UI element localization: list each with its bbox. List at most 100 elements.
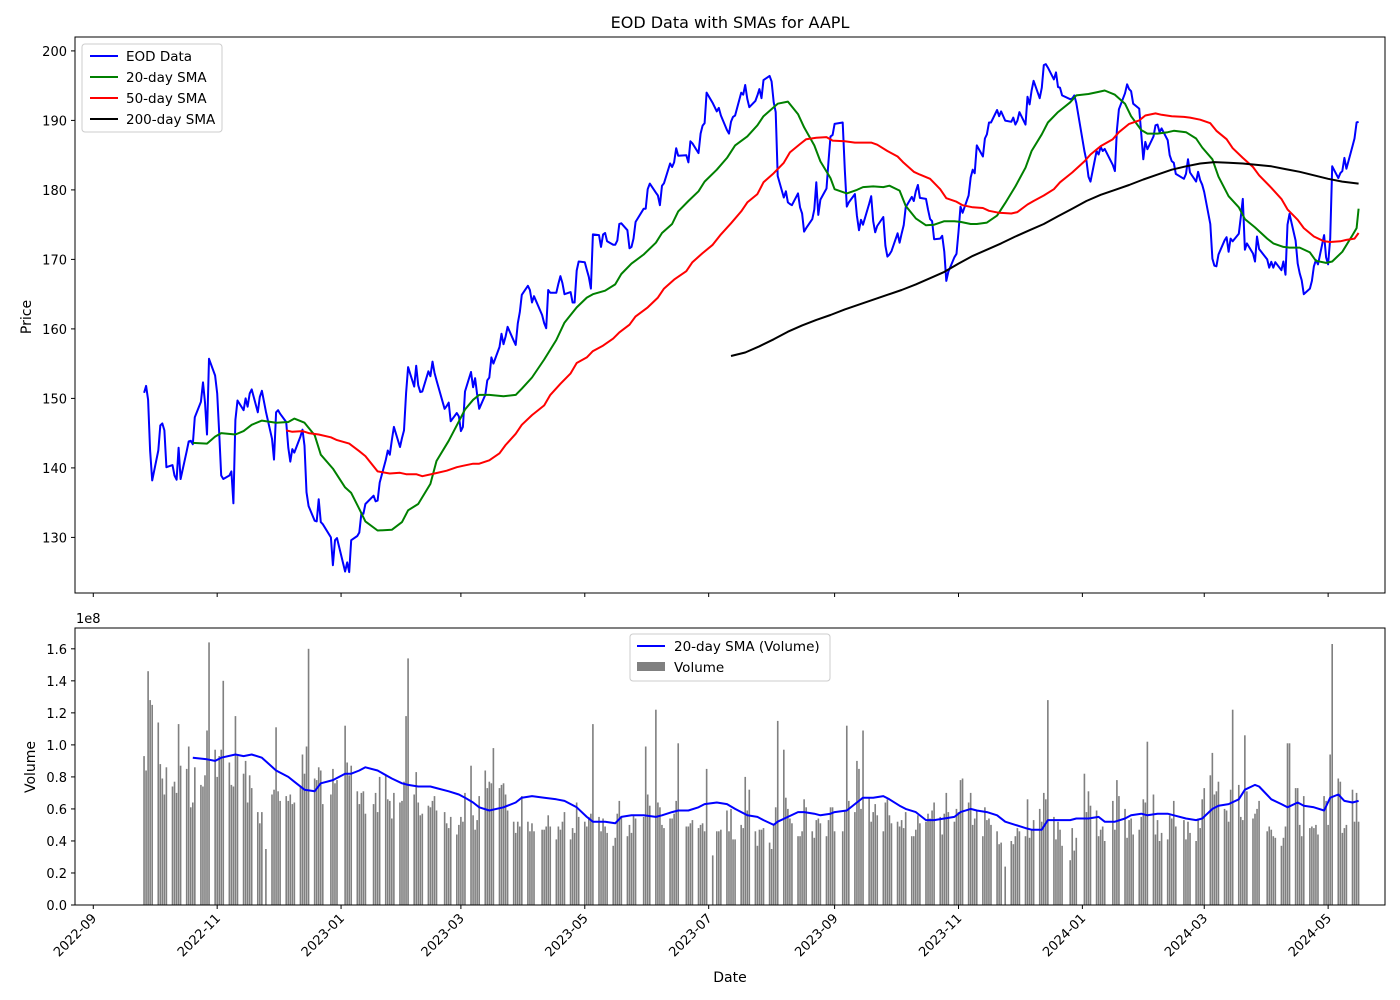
volume-bar <box>957 812 960 905</box>
volume-bar <box>421 813 424 905</box>
volume-bar <box>732 839 734 905</box>
volume-bar <box>1061 845 1063 905</box>
volume-bar <box>486 788 489 905</box>
volume-bar <box>671 818 673 905</box>
volume-bar <box>1337 778 1340 905</box>
volume-bar <box>163 794 166 905</box>
volume-bar <box>187 746 190 905</box>
volume-bar <box>293 802 296 905</box>
volume-bar <box>868 797 870 905</box>
volume-bar <box>185 768 188 905</box>
volume-bar <box>789 818 791 905</box>
volume-bar <box>756 845 759 905</box>
volume-bar <box>1229 789 1232 905</box>
legend-label-sma50: 50-day SMA <box>126 91 207 107</box>
volume-bar <box>598 816 600 905</box>
volume-bar <box>334 783 336 905</box>
volume-bar <box>228 762 231 905</box>
volume-bar <box>521 796 523 905</box>
volume-x-axis-label: Date <box>713 970 746 986</box>
volume-bar <box>1195 841 1197 905</box>
volume-bar <box>1024 836 1027 905</box>
volume-bar <box>1101 826 1104 905</box>
price-y-tick-label: 150 <box>42 392 67 407</box>
volume-bar <box>218 756 221 905</box>
volume-bar <box>841 831 844 905</box>
volume-bar <box>543 829 545 905</box>
volume-sma-line <box>192 753 1359 831</box>
volume-bar <box>1254 813 1256 905</box>
volume-bar <box>783 749 785 905</box>
volume-bar <box>1018 831 1021 905</box>
volume-bar <box>204 775 206 905</box>
volume-y-tick-label: 0.0 <box>46 899 67 914</box>
volume-bar <box>856 760 858 905</box>
volume-y-tick-label: 0.6 <box>46 803 67 818</box>
volume-bar <box>1069 860 1071 905</box>
volume-bar <box>817 818 820 905</box>
volume-bar <box>299 786 302 905</box>
volume-bar <box>941 834 944 905</box>
volume-bar <box>431 800 434 905</box>
volume-bar <box>1166 839 1169 905</box>
volume-bar <box>563 812 566 905</box>
volume-bar <box>490 783 493 905</box>
volume-bar <box>1313 828 1315 905</box>
volume-bar <box>1298 824 1301 905</box>
volume-bar <box>845 725 848 905</box>
volume-bar <box>1345 824 1348 905</box>
volume-bar <box>969 792 972 905</box>
volume-bar <box>768 842 771 905</box>
volume-bar <box>1026 799 1029 905</box>
volume-bar <box>959 780 962 905</box>
volume-bar <box>1223 808 1226 905</box>
volume-bar <box>1000 842 1002 905</box>
volume-bar <box>663 828 665 905</box>
volume-bar <box>813 837 816 905</box>
volume-bar <box>1099 829 1102 905</box>
volume-offset-text: 1e8 <box>76 612 101 627</box>
volume-bar <box>1203 788 1206 905</box>
volume-bar <box>271 794 273 905</box>
volume-bar <box>1215 791 1218 905</box>
volume-bar <box>577 816 580 905</box>
volume-bar <box>1351 789 1354 905</box>
volume-bar <box>161 778 164 905</box>
volume-bar <box>500 784 503 905</box>
volume-bar <box>1323 796 1325 905</box>
volume-bar <box>1217 781 1220 905</box>
volume-bar <box>872 812 874 905</box>
volume-bar <box>915 829 917 905</box>
volume-bar <box>248 775 251 905</box>
volume-bar <box>403 781 405 905</box>
volume-bar <box>492 748 495 905</box>
volume-bar <box>1095 810 1098 905</box>
volume-bar <box>401 800 403 905</box>
volume-bar <box>1032 820 1035 905</box>
volume-y-tick-label: 0.4 <box>46 835 67 850</box>
volume-bar <box>460 816 462 905</box>
volume-bar <box>173 781 176 905</box>
volume-bar <box>330 794 332 905</box>
volume-bar <box>900 820 903 905</box>
volume-bar <box>1124 808 1126 905</box>
volume-bar <box>677 743 680 905</box>
volume-bar <box>498 788 501 905</box>
series-line-200-day-sma <box>730 161 1359 357</box>
volume-bar <box>470 765 472 905</box>
volume-bar <box>344 725 346 905</box>
volume-bar <box>194 767 196 905</box>
volume-bar <box>506 810 509 905</box>
volume-bar <box>307 648 310 905</box>
volume-bar <box>734 839 736 905</box>
volume-bar <box>259 823 261 905</box>
volume-bar <box>415 772 418 905</box>
series-line-50-day-sma <box>285 112 1360 478</box>
volume-bar <box>478 796 480 905</box>
volume-bar <box>1083 773 1086 905</box>
volume-bar <box>1270 829 1273 905</box>
volume-bar <box>854 812 856 905</box>
volume-bar <box>705 768 708 905</box>
volume-bar <box>848 800 850 905</box>
volume-bar <box>399 802 401 905</box>
